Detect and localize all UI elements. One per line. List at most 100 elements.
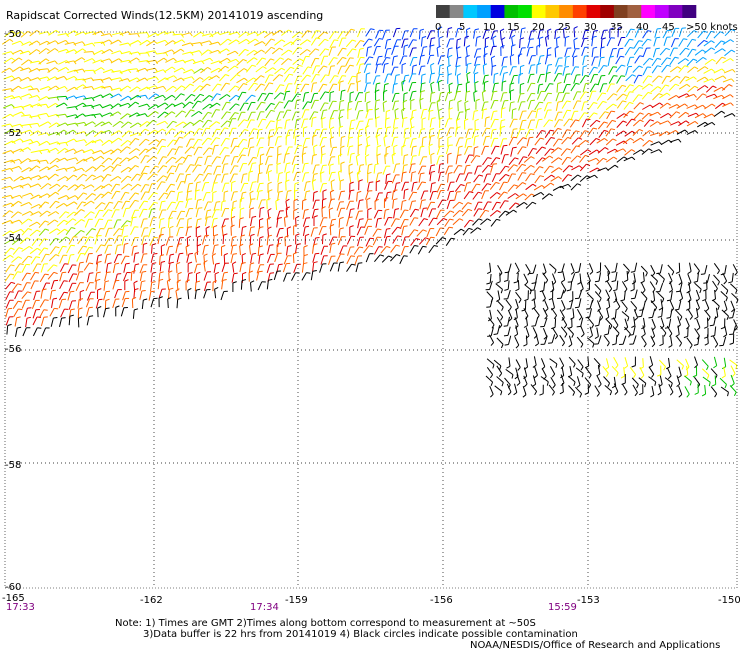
wind-barb-icon [458,201,464,205]
wind-barb-icon [330,91,335,94]
wind-barb-icon [570,263,575,272]
wind-barb-icon [12,148,21,153]
wind-barb-icon [615,130,624,137]
wind-barb-icon [567,174,572,177]
wind-barb-icon [545,65,549,75]
wind-barb-icon [528,65,532,75]
wind-barb-icon [276,228,281,238]
wind-barb-icon [37,175,47,181]
wind-barb-icon [11,256,19,263]
wind-barb-icon [523,307,529,317]
wind-barb-icon [418,66,422,76]
wind-barb-icon [312,200,317,210]
wind-barb-icon [525,264,531,273]
wind-barb-icon [383,89,388,93]
wind-barb-icon [330,128,332,138]
wind-barb-icon [530,289,535,291]
wind-barb-icon [202,245,206,255]
wind-barb-icon [188,252,193,255]
wind-barb-icon [227,38,232,42]
wind-barb-icon [540,192,545,196]
wind-barb-icon [693,76,697,80]
wind-barb-icon [507,280,510,290]
wind-barb-icon [162,175,168,178]
wind-barb-icon [677,325,680,335]
wind-barb-icon [65,138,75,144]
wind-barb-icon [633,316,636,326]
wind-barb-icon [55,237,60,240]
wind-barb-icon [132,296,137,300]
wind-barb-icon [237,139,244,147]
wind-barb-icon [153,201,159,204]
wind-barb-icon [507,316,510,326]
wind-barb-icon [21,291,28,300]
wind-barb-icon [598,316,601,326]
wind-barb-icon [704,326,709,329]
wind-barb-icon [111,50,120,55]
wind-barb-icon [457,38,462,41]
wind-barb-icon [723,280,727,285]
wind-barb-icon [228,39,237,46]
wind-barb-icon [696,76,705,83]
wind-barb-icon [440,91,445,94]
wind-barb-icon [454,191,458,201]
wind-barb-icon [117,175,122,180]
wind-barb-icon [46,40,56,45]
wind-barb-icon [502,80,507,83]
wind-barb-icon [724,29,732,37]
wind-barb-icon [121,225,125,236]
wind-barb-icon [208,147,213,150]
wind-barb-icon [294,128,299,131]
wind-barb-icon [518,101,522,111]
wind-barb-icon [678,83,688,90]
wind-barb-icon [101,202,106,205]
wind-barb-icon [391,155,394,165]
wind-barb-icon [662,29,668,39]
wind-barb-icon [275,120,278,130]
wind-barb-icon [233,200,238,203]
wind-barb-icon [544,308,549,312]
wind-barb-icon [156,181,162,190]
wind-barb-icon [200,49,209,56]
wind-barb-icon [607,164,616,171]
wind-barb-icon [544,55,548,65]
wind-barb-icon [38,31,48,35]
wind-barb-icon [634,289,638,299]
wind-barb-icon [57,66,67,72]
wind-barb-icon [650,149,660,154]
wind-barb-icon [701,359,709,367]
wind-barb-icon [596,92,603,101]
wind-barb-icon [221,155,227,165]
wind-barb-icon [83,139,88,144]
wind-barb-icon [166,165,173,174]
wind-barb-icon [541,146,546,149]
wind-barb-icon [226,48,230,52]
wind-barb-icon [10,95,20,100]
wind-barb-icon [604,385,612,392]
wind-barb-icon [65,49,75,54]
wind-barb-icon [437,129,441,139]
wind-barb-icon [570,83,577,92]
wind-barb-icon [120,59,130,63]
wind-barb-icon [145,184,150,186]
wind-barb-icon [667,264,675,273]
wind-barb-icon [657,111,661,116]
wind-barb-icon [246,57,255,64]
wind-barb-icon [94,193,102,201]
wind-barb-icon [256,129,260,139]
wind-barb-icon [198,50,202,55]
wind-barb-icon [633,102,641,110]
wind-barb-icon [301,263,304,273]
wind-barb-icon [337,47,343,57]
wind-barb-icon [194,190,197,201]
wind-barb-icon [567,156,572,159]
wind-barb-icon [139,290,143,300]
wind-barb-icon [349,181,354,184]
wind-barb-icon [732,308,736,318]
wind-barb-icon [537,84,540,94]
wind-barb-icon [138,128,146,136]
wind-barb-icon [524,284,532,291]
wind-barb-icon [667,102,671,106]
wind-barb-icon [297,46,303,49]
wind-barb-icon [641,92,649,100]
